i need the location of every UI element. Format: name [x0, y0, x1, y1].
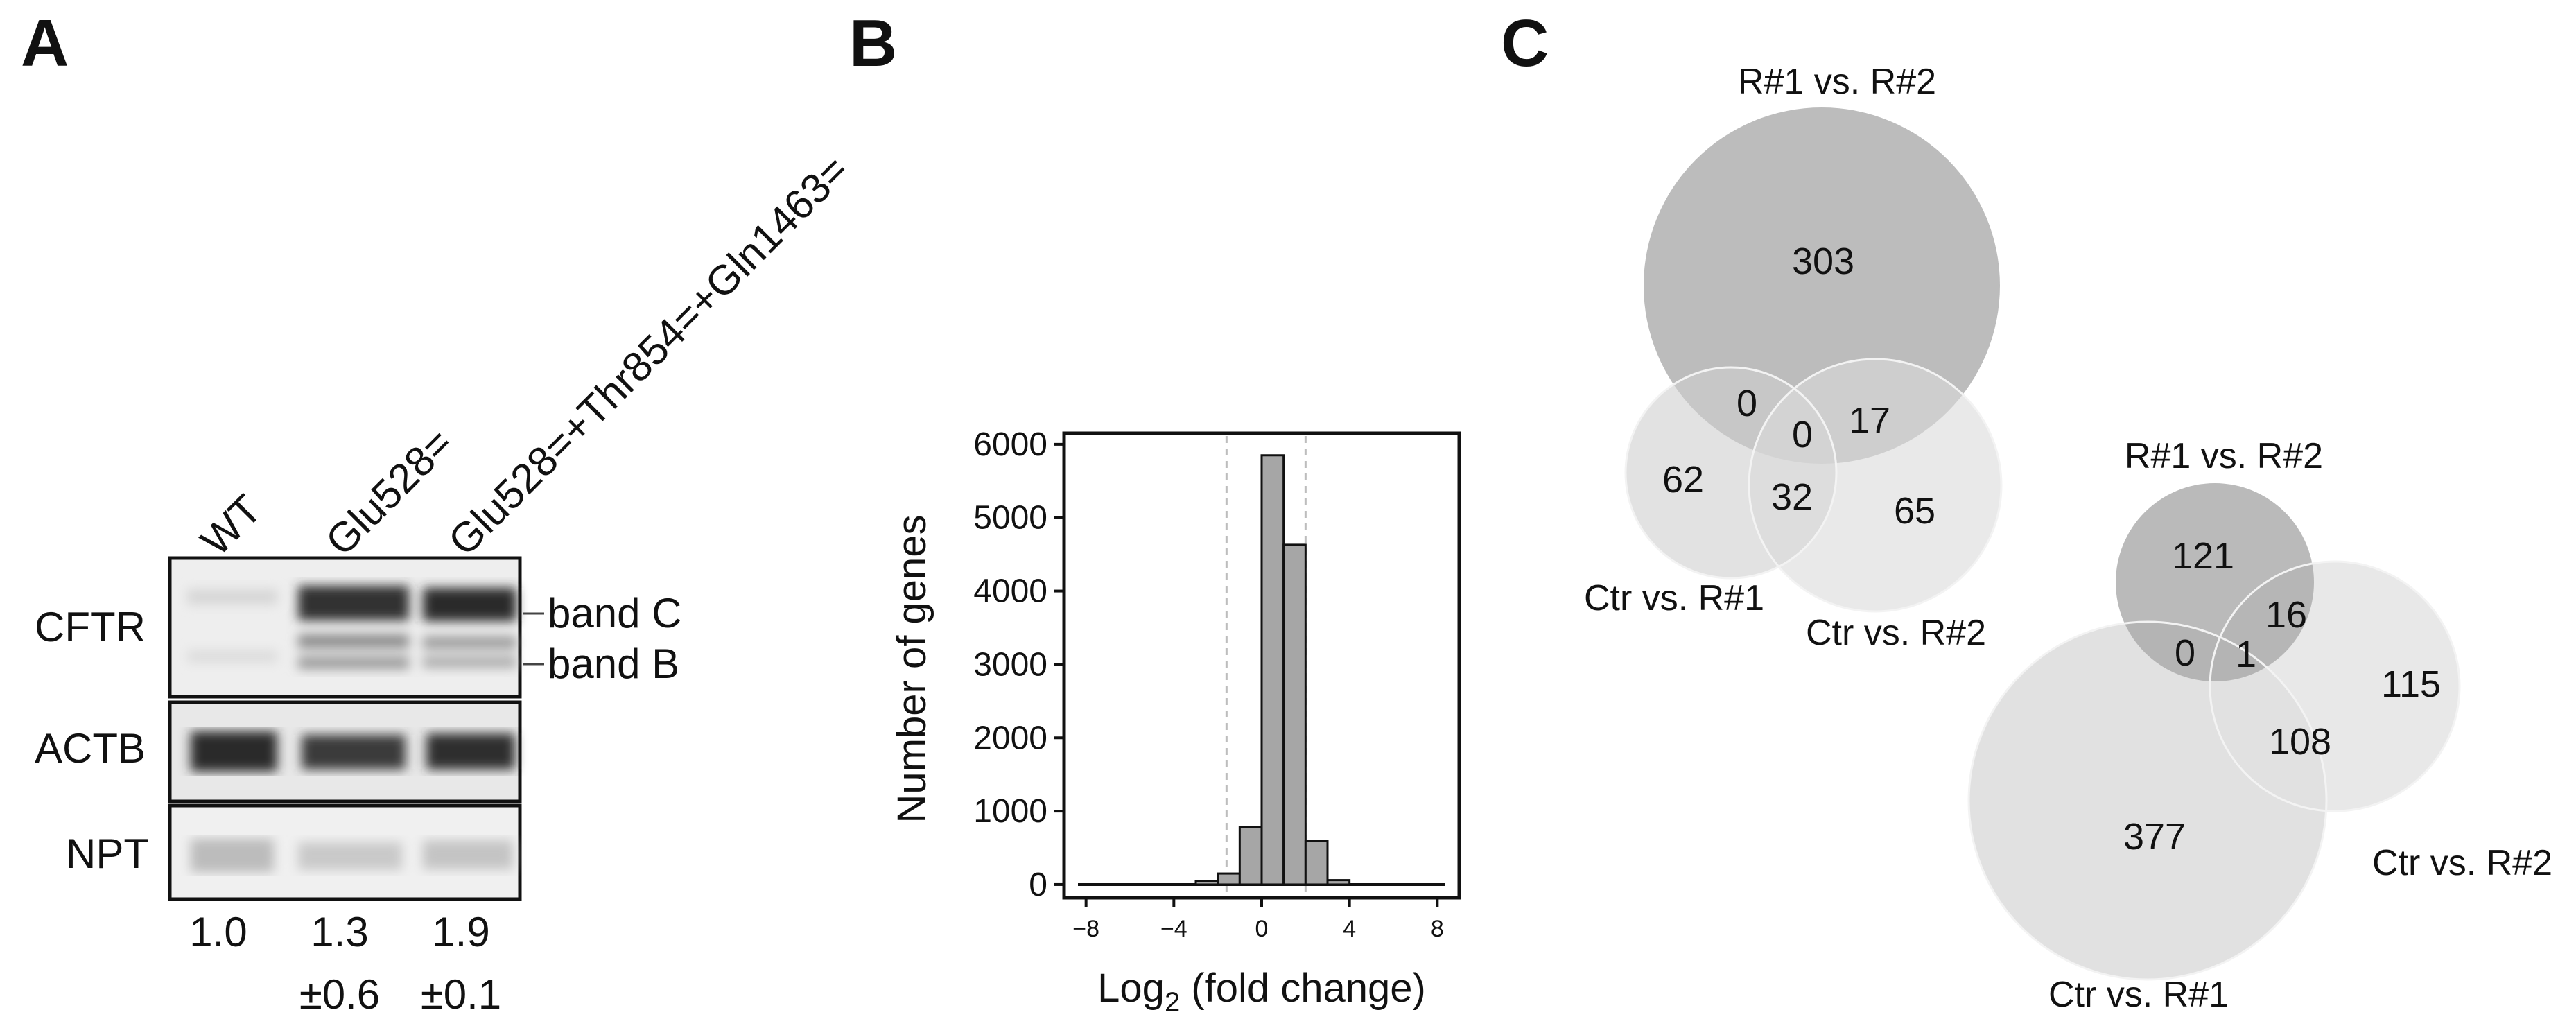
venn-bottom: R#1 vs. R#2 Ctr vs. R#2 Ctr vs. R#1 121 … — [1967, 436, 2552, 1015]
venn-bottom-value-b-c: 108 — [2269, 721, 2331, 763]
venn-top-value-a-b-c: 0 — [1792, 414, 1813, 455]
cftr-blot-box — [168, 556, 522, 699]
histogram-bar-2 — [1217, 872, 1241, 886]
y-axis-ticks: 0 1000 2000 3000 4000 5000 6000 — [973, 426, 1064, 903]
histogram-panel: 0 1000 2000 3000 4000 5000 6000 −8 −4 0 4 8 Number… — [889, 426, 1461, 1018]
venn-top-value-b-only: 62 — [1662, 459, 1704, 501]
x-tick-label-4: 8 — [1431, 916, 1444, 942]
quant-value-glu528: 1.3 — [311, 909, 368, 955]
y-axis-title: Number of genes — [889, 515, 934, 824]
histogram-bar-3 — [1238, 826, 1263, 886]
venn-top-label-ctr-vs-r1: Ctr vs. R#1 — [1584, 578, 1764, 618]
row-label-npt: NPT — [66, 830, 149, 877]
venn-top-circle-ctr-vs-r2 — [1749, 359, 2001, 611]
y-tick-label-2: 2000 — [973, 720, 1047, 756]
venn-panel: R#1 vs. R#2 Ctr vs. R#1 Ctr vs. R#2 303 … — [1584, 62, 2552, 1015]
venn-top: R#1 vs. R#2 Ctr vs. R#1 Ctr vs. R#2 303 … — [1584, 62, 2003, 653]
histogram-bar-6 — [1304, 840, 1329, 886]
venn-bottom-outline-2 — [1967, 620, 2328, 981]
venn-top-value-b-c: 32 — [1771, 476, 1813, 518]
venn-bottom-value-a-c: 0 — [2175, 632, 2195, 674]
histogram-bar-5 — [1282, 543, 1307, 886]
histogram-bars — [1194, 454, 1351, 886]
venn-top-value-a-only: 303 — [1792, 241, 1854, 282]
quant-error-glu528: ±0.6 — [299, 971, 380, 1018]
panel-letter-b: B — [849, 6, 897, 80]
row-label-cftr: CFTR — [35, 604, 146, 650]
x-tick-label-3: 4 — [1343, 916, 1356, 942]
actb-bands — [191, 731, 515, 772]
y-tick-label-5: 5000 — [973, 500, 1047, 537]
venn-bottom-value-c-only: 377 — [2123, 816, 2186, 858]
venn-bottom-circle-r1-vs-r2 — [2116, 483, 2314, 681]
venn-top-value-a-c: 17 — [1849, 400, 1890, 442]
venn-bottom-label-r1-vs-r2: R#1 vs. R#2 — [2125, 436, 2323, 476]
histogram-bar-4 — [1260, 454, 1285, 886]
y-tick-label-1: 1000 — [973, 793, 1047, 830]
histogram-bar-7 — [1326, 879, 1351, 886]
x-axis-title-main: Log — [1097, 966, 1165, 1011]
x-axis-title-subscript: 2 — [1165, 987, 1180, 1018]
venn-bottom-outline — [2209, 560, 2461, 812]
lane-label-glu528: Glu528= — [317, 419, 462, 564]
venn-bottom-value-a-b-c: 1 — [2236, 634, 2256, 675]
x-tick-label-2: 0 — [1255, 916, 1269, 942]
row-label-actb: ACTB — [35, 725, 146, 772]
venn-top-outline — [1748, 358, 2003, 613]
y-tick-label-6: 6000 — [973, 426, 1047, 463]
venn-top-outline-2 — [1624, 366, 1838, 580]
quant-value-wt: 1.0 — [189, 909, 247, 955]
venn-bottom-value-a-only: 121 — [2172, 535, 2234, 577]
venn-bottom-label-ctr-vs-r2: Ctr vs. R#2 — [2372, 843, 2552, 883]
panel-letter-a: A — [21, 6, 69, 80]
venn-top-value-a-b: 0 — [1737, 383, 1757, 424]
venn-bottom-value-b-only: 115 — [2381, 663, 2441, 705]
x-axis-ticks: −8 −4 0 4 8 — [1072, 898, 1444, 942]
quant-value-triple: 1.9 — [432, 909, 489, 955]
venn-top-label-r1-vs-r2: R#1 vs. R#2 — [1738, 62, 1936, 102]
lane-label-triple: Glu528=+Thr854=+Gln1463= — [440, 146, 858, 564]
x-axis-title-rest: (fold change) — [1180, 966, 1426, 1011]
venn-top-label-ctr-vs-r2: Ctr vs. R#2 — [1806, 613, 1986, 653]
band-c-label: band C — [548, 590, 681, 636]
x-tick-label-0: −8 — [1072, 916, 1099, 942]
x-axis-title: Log2 (fold change) — [1097, 966, 1426, 1018]
npt-bands — [191, 839, 513, 872]
y-tick-label-4: 4000 — [973, 573, 1047, 610]
lane-label-wt: WT — [192, 486, 270, 564]
venn-bottom-label-ctr-vs-r1: Ctr vs. R#1 — [2048, 975, 2229, 1015]
quant-error-triple: ±0.1 — [421, 971, 501, 1018]
x-tick-label-1: −4 — [1160, 916, 1187, 942]
cftr-bands — [187, 586, 516, 669]
y-tick-label-3: 3000 — [973, 646, 1047, 683]
histogram-bar-1 — [1194, 880, 1219, 886]
venn-bottom-value-a-b: 16 — [2265, 594, 2307, 636]
western-blot-panel: WT Glu528= Glu528=+Thr854=+Gln1463= — [35, 146, 858, 1018]
y-tick-label-0: 0 — [1029, 867, 1047, 903]
panel-letter-c: C — [1501, 6, 1549, 80]
band-b-label: band B — [548, 641, 679, 687]
venn-top-value-c-only: 65 — [1894, 490, 1935, 532]
